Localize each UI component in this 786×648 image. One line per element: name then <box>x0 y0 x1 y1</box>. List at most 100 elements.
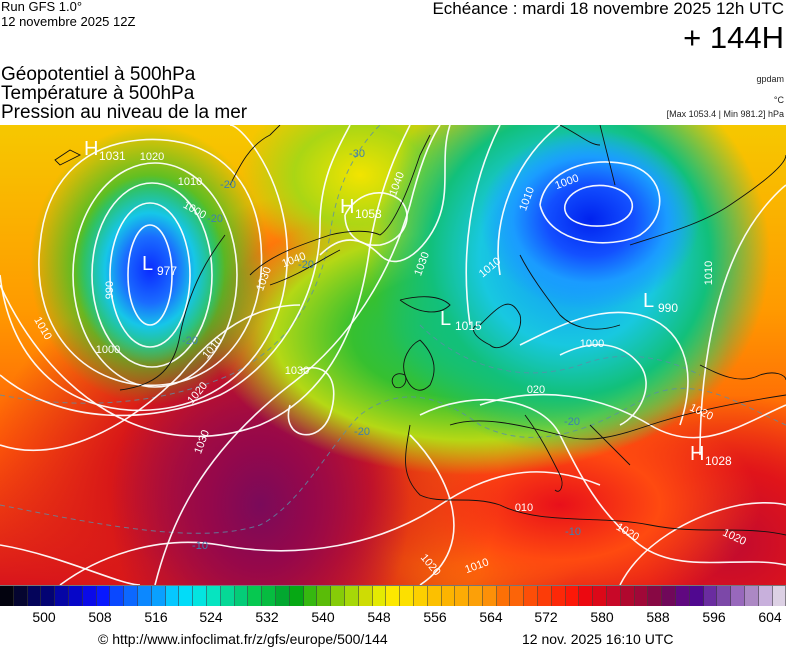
forecast-valid-time: Echéance : mardi 18 novembre 2025 12h UT… <box>432 0 784 18</box>
colorbar-cell <box>137 586 152 606</box>
low-pressure-center: L 977 <box>142 253 177 278</box>
isobar-label: 1030 <box>412 250 432 277</box>
colorbar-cell <box>593 586 608 606</box>
pressure-center-letter: H <box>84 138 98 160</box>
colorbar-cell <box>538 586 552 606</box>
isobar-label: 1020 <box>140 151 164 163</box>
high-pressure-center: H 1053 <box>340 196 382 221</box>
isobar-label: 1040 <box>387 170 407 197</box>
colorbar-cell <box>55 586 69 606</box>
pressure-center-value: 1015 <box>455 319 482 333</box>
unit-geopotential: gpdam <box>756 74 784 84</box>
colorbar-tick-label: 556 <box>423 609 447 625</box>
pressure-center-letter: H <box>340 196 354 218</box>
colorbar-cell <box>220 586 235 606</box>
pressure-center-value: 977 <box>157 264 177 278</box>
coastlines <box>54 125 786 536</box>
colorbar-tick-label: 596 <box>702 609 726 625</box>
low-pressure-center: L 990 <box>643 290 678 315</box>
colorbar-cell <box>676 586 690 606</box>
colorbar-cell <box>68 586 83 606</box>
isobar-label: 1010 <box>200 335 225 361</box>
colorbar-cell <box>275 586 290 606</box>
temperature-isotherms <box>0 125 786 534</box>
pressure-center-value: 1028 <box>705 454 732 468</box>
colorbar-cell <box>0 586 14 606</box>
temperature-labels: -20 -20 -30 -20 -20 -20 -10 -20 -10 <box>182 148 581 552</box>
pressure-center-value: 990 <box>658 301 678 315</box>
colorbar-cell <box>620 586 635 606</box>
colorbar-cell <box>510 586 525 606</box>
colorbar-cell <box>772 586 786 606</box>
colorbar-cell <box>82 586 97 606</box>
colorbar-cell <box>703 586 718 606</box>
isotherm-label: -10 <box>565 526 581 538</box>
pressure-center-letter: H <box>690 443 704 465</box>
generation-time: 12 nov. 2025 16:10 UTC <box>522 631 674 647</box>
colorbar-cell <box>110 586 125 606</box>
pressure-center-letter: L <box>142 253 153 275</box>
isobar-label: 1010 <box>463 556 490 576</box>
colorbar-labels: 500 508 516 524 532 540 548 556 564 572 580 588 596 6… <box>0 609 786 627</box>
isobar-label: 1030 <box>254 265 274 292</box>
colorbar-cell <box>662 586 677 606</box>
map-border <box>0 585 786 586</box>
colorbar-cell <box>441 586 456 606</box>
colorbar-cell <box>496 586 511 606</box>
pressure-center-letter: L <box>440 308 451 330</box>
param-pressure: Pression au niveau de la mer <box>1 102 248 123</box>
colorbar-cell <box>317 586 332 606</box>
colorbar-cell <box>758 586 773 606</box>
isobar-label: 1010 <box>703 261 715 285</box>
colorbar-cell <box>427 586 442 606</box>
unit-pressure-range: [Max 1053.4 | Min 981.2] hPa <box>666 109 784 119</box>
isotherm-label: -20 <box>182 335 198 347</box>
high-pressure-center: H 1028 <box>690 443 732 468</box>
colorbar-tick-label: 564 <box>479 609 503 625</box>
colorbar-cell <box>469 586 483 606</box>
colorbar-cell <box>745 586 759 606</box>
colorbar-cell <box>344 586 359 606</box>
colorbar-tick-label: 532 <box>255 609 279 625</box>
colorbar-tick-label: 516 <box>144 609 168 625</box>
colorbar-cell <box>400 586 414 606</box>
isotherm-label: -20 <box>354 426 370 438</box>
colorbar-cell <box>607 586 621 606</box>
colorbar-tick-label: 588 <box>646 609 670 625</box>
isobar-label: 1010 <box>517 185 537 212</box>
colorbar-cell <box>179 586 194 606</box>
colorbar-cell <box>331 586 345 606</box>
colorbar-cell <box>193 586 207 606</box>
isobar-label: 1020 <box>418 552 443 578</box>
colorbar-cell <box>455 586 470 606</box>
isobar-label: 1020 <box>614 521 641 544</box>
isobar-label: 1030 <box>285 365 309 377</box>
colorbar-cell <box>124 586 138 606</box>
isotherm-label: -20 <box>564 416 580 428</box>
colorbar-tick-label: 500 <box>32 609 56 625</box>
colorbar-cell <box>165 586 180 606</box>
low-pressure-center: L 1015 <box>440 308 482 333</box>
isobar-label: 1010 <box>31 315 54 342</box>
colorbar-cell <box>717 586 732 606</box>
colorbar-tick-label: 540 <box>311 609 335 625</box>
colorbar-cell <box>565 586 580 606</box>
colorbar-cell <box>96 586 111 606</box>
colorbar-cell <box>524 586 539 606</box>
colorbar-tick-label: 572 <box>534 609 558 625</box>
run-date: 12 novembre 2025 12Z <box>1 14 136 29</box>
param-geopotential: Géopotentiel à 500hPa <box>1 64 196 85</box>
colorbar-cell <box>41 586 56 606</box>
isobar-label: 990 <box>104 281 116 299</box>
high-pressure-center: H 1031 <box>84 138 126 163</box>
colorbar-cell <box>386 586 401 606</box>
colorbar-cell <box>248 586 263 606</box>
colorbar-cell <box>413 586 428 606</box>
isotherm-label: -20 <box>220 179 236 191</box>
copyright-url: © http://www.infoclimat.fr/z/gfs/europe/… <box>98 631 388 647</box>
colorbar-cell <box>151 586 166 606</box>
colorbar-cell <box>234 586 249 606</box>
colorbar-tick-label: 508 <box>88 609 112 625</box>
colorbar-cell <box>262 586 276 606</box>
